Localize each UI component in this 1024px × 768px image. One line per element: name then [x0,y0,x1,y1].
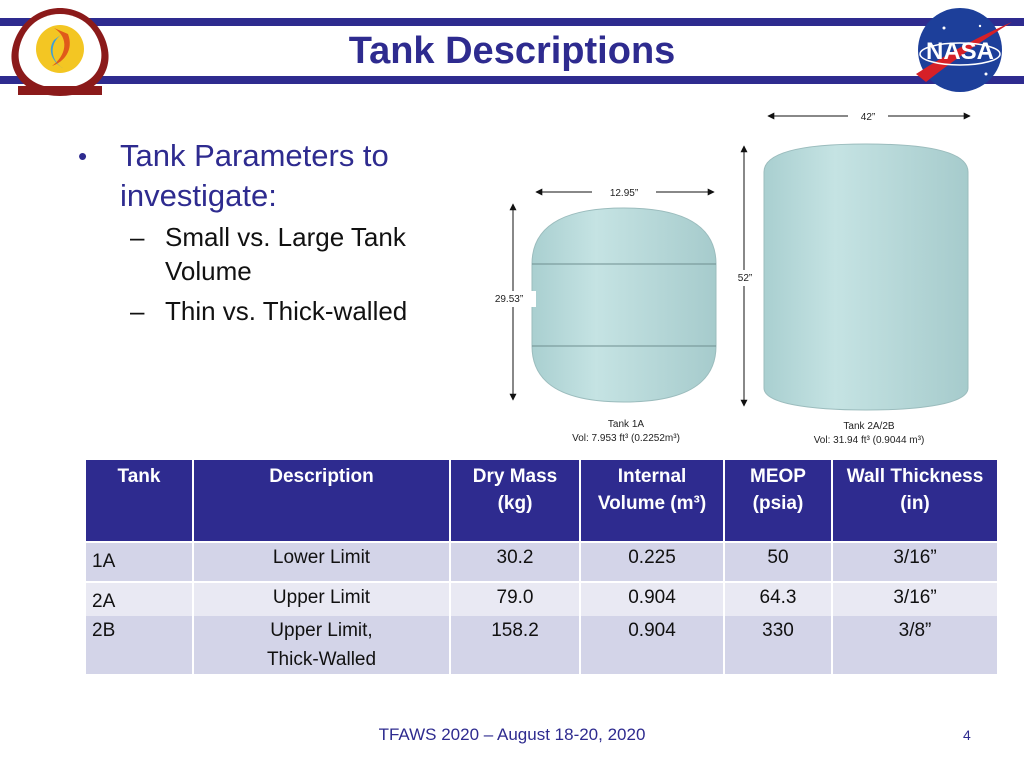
large-width-label: 42” [861,112,875,123]
cell-dry-mass: 30.2 [450,541,581,582]
nasa-logo: NASA [910,4,1014,96]
table-header-row: Tank Description Dry Mass (kg) Internal Vo… [86,460,997,542]
col-header-dry-mass: Dry Mass (kg) [450,460,581,542]
cell-description: Lower Limit [193,541,451,582]
tank-figure: 12.95” 29.53” Tank 1A Vol: 7.953 ft³ (0.… [482,100,1002,450]
large-tank-body [763,143,969,411]
table-row: 2A Upper Limit 79.0 0.904 64.3 3/16” [86,581,997,616]
small-tank-volume: Vol: 7.953 ft³ (0.2252m³) [572,433,680,444]
tank-table: Tank Description Dry Mass (kg) Internal Vo… [86,460,997,674]
bullet-main: • Tank Parameters to investigate: [78,136,478,216]
large-tank-name: Tank 2A/2B [843,421,894,432]
cell-wall-thickness: 3/16” [832,541,997,582]
small-height-label: 29.53” [495,294,523,305]
table-row: 2B Upper Limit, Thick-Walled 158.2 0.904 … [86,616,997,674]
cell-tank: 1A [86,541,194,582]
sub-bullet-text: Small vs. Large Tank Volume [165,222,406,286]
small-width-label: 12.95” [610,188,638,199]
large-tank-volume: Vol: 31.94 ft³ (0.9044 m³) [814,435,925,446]
cell-meop: 330 [724,616,833,674]
dash-marker: – [130,222,145,252]
sub-bullet: – Small vs. Large Tank Volume [78,220,478,288]
dash-marker: – [130,296,145,326]
sub-bullet: – Thin vs. Thick-walled [78,294,478,328]
cell-description: Upper Limit [193,581,451,616]
footer-text: TFAWS 2020 – August 18-20, 2020 [378,725,646,744]
page-number: 4 [963,727,971,743]
svg-text:NASA: NASA [926,38,994,65]
bullet-dot: • [78,141,88,171]
cell-meop: 64.3 [724,581,833,616]
col-header-wall-thickness: Wall Thickness (in) [832,460,997,542]
cell-internal-volume: 0.904 [580,581,725,616]
sub-bullet-text: Thin vs. Thick-walled [165,296,408,326]
col-header-internal-volume: Internal Volume (m³) [580,460,725,542]
cell-dry-mass: 158.2 [450,616,581,674]
bullet-main-text: Tank Parameters to investigate: [120,138,389,213]
cell-tank: 2A [86,581,194,616]
page-title: Tank Descriptions [348,30,676,72]
cell-wall-thickness: 3/8” [832,616,997,674]
col-header-meop: MEOP (psia) [724,460,833,542]
cell-internal-volume: 0.904 [580,616,725,674]
small-tank-name: Tank 1A [608,419,644,430]
large-height-label: 52” [738,273,752,284]
tfaws-logo [4,4,116,100]
table-row: 1A Lower Limit 30.2 0.225 50 3/16” [86,541,997,582]
header-band-top [0,18,1024,26]
col-header-description: Description [193,460,451,542]
header-band-bottom [0,76,1024,84]
cell-description: Upper Limit, Thick-Walled [193,616,451,674]
col-header-tank: Tank [86,460,194,542]
cell-dry-mass: 79.0 [450,581,581,616]
small-tank-body [531,207,717,403]
bullet-list: • Tank Parameters to investigate: – Smal… [78,136,478,328]
cell-meop: 50 [724,541,833,582]
cell-wall-thickness: 3/16” [832,581,997,616]
cell-internal-volume: 0.225 [580,541,725,582]
cell-tank: 2B [86,616,194,674]
